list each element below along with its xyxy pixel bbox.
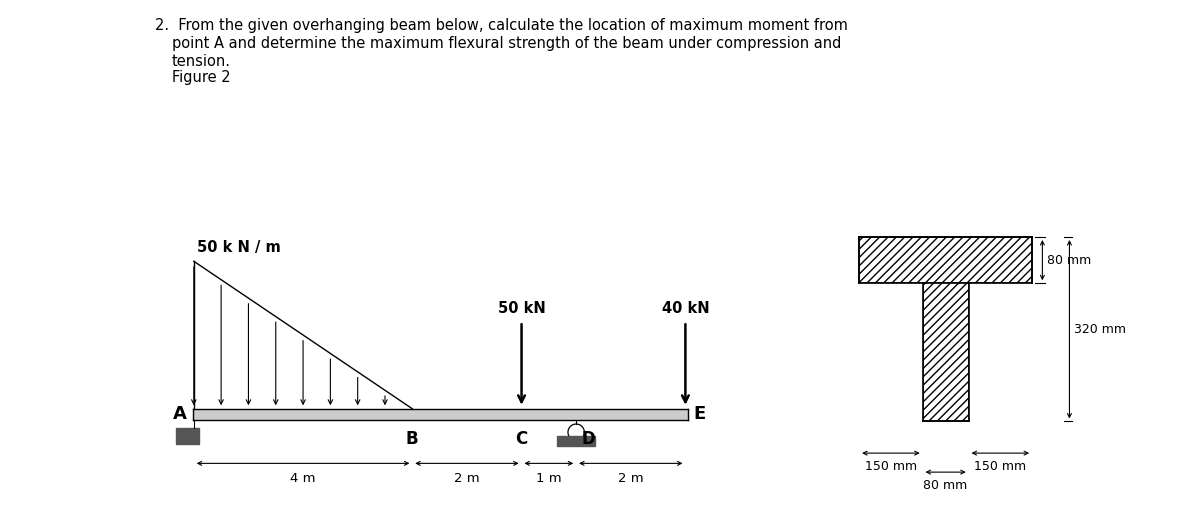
Text: C: C [516, 429, 528, 448]
Text: 40 kN: 40 kN [661, 301, 709, 316]
Text: 80 mm: 80 mm [924, 479, 967, 492]
Text: 1 m: 1 m [536, 472, 562, 485]
Bar [176, 428, 199, 444]
Text: A: A [173, 405, 187, 423]
Text: D: D [581, 429, 595, 448]
Text: 50 k N / m: 50 k N / m [197, 240, 281, 254]
Bar [859, 283, 923, 421]
Text: 50 kN: 50 kN [498, 301, 546, 316]
Text: point A and determine the maximum flexural strength of the beam under compressio: point A and determine the maximum flexur… [172, 36, 841, 51]
Bar [193, 409, 688, 420]
Text: E: E [694, 405, 706, 423]
Text: Figure 2: Figure 2 [172, 70, 230, 85]
Text: 2 m: 2 m [454, 472, 480, 485]
Bar [923, 283, 968, 421]
Text: 150 mm: 150 mm [974, 460, 1026, 473]
Bar [968, 283, 1032, 421]
Text: 80 mm: 80 mm [1046, 253, 1091, 267]
Text: B: B [406, 429, 419, 448]
Bar [557, 436, 595, 446]
Text: 2 m: 2 m [618, 472, 643, 485]
Text: 2.  From the given overhanging beam below, calculate the location of maximum mom: 2. From the given overhanging beam below… [155, 18, 848, 33]
Text: tension.: tension. [172, 54, 230, 69]
Bar [859, 237, 1032, 283]
Text: 150 mm: 150 mm [865, 460, 917, 473]
Text: 320 mm: 320 mm [1074, 323, 1126, 336]
Text: 4 m: 4 m [290, 472, 316, 485]
